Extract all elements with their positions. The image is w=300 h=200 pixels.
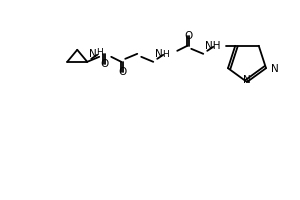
Text: N: N bbox=[243, 75, 251, 85]
Text: O: O bbox=[118, 67, 126, 77]
Text: O: O bbox=[100, 59, 108, 69]
Text: O: O bbox=[184, 31, 192, 41]
Text: N: N bbox=[89, 49, 97, 59]
Text: H: H bbox=[97, 48, 103, 57]
Text: H: H bbox=[163, 50, 169, 59]
Text: N: N bbox=[155, 49, 163, 59]
Text: NH: NH bbox=[205, 41, 220, 51]
Text: N: N bbox=[271, 64, 279, 74]
